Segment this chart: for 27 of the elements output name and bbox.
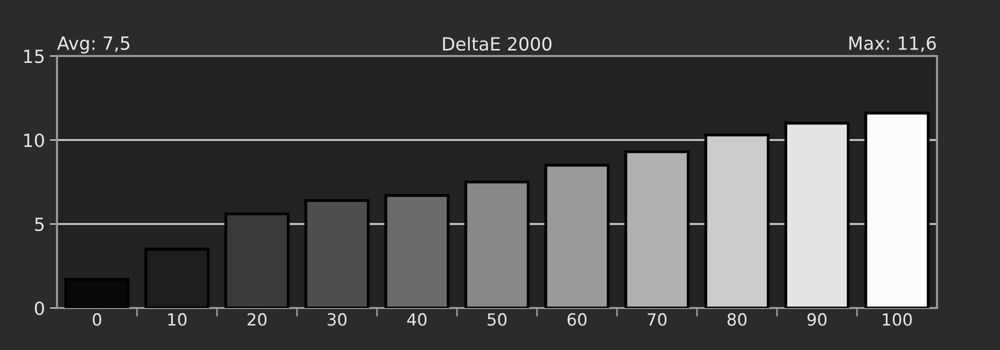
y-tick-label: 5: [35, 218, 44, 232]
bar: [784, 122, 850, 308]
chart-title: DeltaE 2000: [443, 36, 552, 51]
bar: [224, 212, 290, 308]
y-tick-label: 15: [24, 50, 44, 64]
bar: [704, 134, 770, 308]
text: Max: 11,6: [849, 36, 936, 52]
y-tick-label: 10: [24, 133, 44, 148]
y-tick-label: 0: [34, 301, 44, 316]
x-tick-label: 20: [248, 313, 266, 326]
x-tick-label: 60: [568, 313, 586, 326]
x-tick-label: 100: [882, 313, 912, 326]
x-tick-label: 10: [168, 313, 186, 326]
bar: [304, 199, 370, 308]
x-tick-label: 70: [648, 313, 666, 326]
bar: [864, 112, 930, 308]
bar: [384, 194, 450, 308]
bar: [64, 278, 130, 308]
text: Avg: 7,5: [57, 36, 130, 54]
bar: [464, 180, 530, 308]
bar: [624, 150, 690, 308]
x-tick-label: 30: [328, 313, 346, 326]
x-tick-label: 50: [488, 313, 506, 326]
x-tick-label: 80: [728, 313, 746, 326]
x-tick-label: 0: [92, 313, 102, 326]
x-tick-label: 40: [407, 313, 426, 326]
x-tick-label: 90: [807, 313, 826, 326]
